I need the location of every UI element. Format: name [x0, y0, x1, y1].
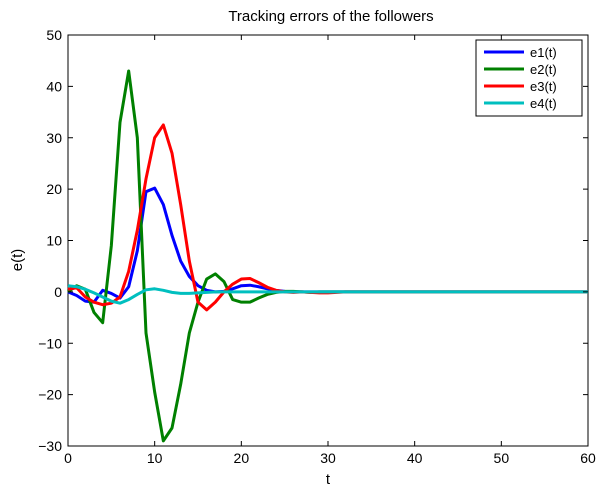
tick-labels: 0 10 20 30 40 50 60 −30 −20 −10 0 10 20 30 40 50	[38, 27, 596, 466]
series-line-4	[67, 284, 588, 305]
y-tick-label: 40	[46, 78, 62, 94]
x-tick-label: 20	[234, 450, 250, 466]
y-tick-label: 20	[46, 181, 62, 197]
x-tick-label: 60	[580, 450, 596, 466]
y-tick-label: −20	[38, 387, 62, 403]
legend-label-1: e1(t)	[530, 45, 557, 60]
legend-label-3: e3(t)	[530, 79, 557, 94]
y-tick-label: 30	[46, 130, 62, 146]
legend-label-2: e2(t)	[530, 62, 557, 77]
y-axis-label: e(t)	[9, 249, 26, 272]
y-tick-label: 10	[46, 233, 62, 249]
legend-label-4: e4(t)	[530, 96, 557, 111]
y-tick-label: 50	[46, 27, 62, 43]
x-tick-label: 40	[407, 450, 423, 466]
series-lines	[67, 69, 588, 443]
x-axis-label: t	[326, 471, 331, 486]
chart-title: Tracking errors of the followers	[228, 8, 433, 25]
y-tick-label: −10	[38, 335, 62, 351]
y-tick-label: −30	[38, 438, 62, 454]
x-tick-label: 0	[64, 450, 72, 466]
x-tick-label: 30	[320, 450, 336, 466]
axis-ticks	[67, 34, 589, 447]
y-tick-label: 0	[54, 284, 62, 300]
x-tick-label: 10	[147, 450, 163, 466]
legend: e1(t) e2(t) e3(t) e4(t)	[475, 39, 583, 117]
x-tick-label: 50	[494, 450, 510, 466]
